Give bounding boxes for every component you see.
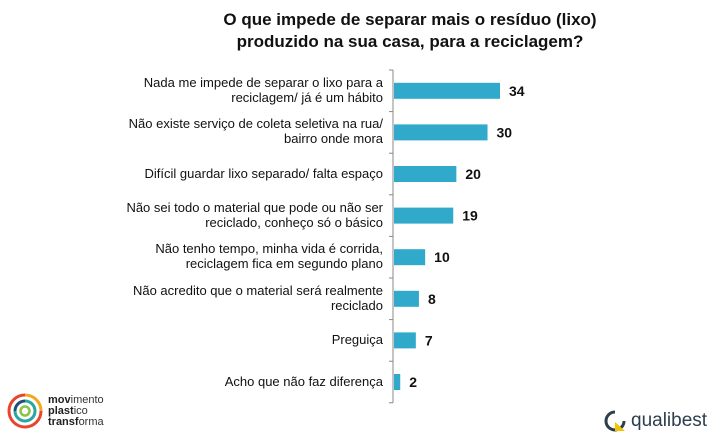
category-label: Nada me impede de separar o lixo para a … bbox=[143, 74, 383, 105]
category-label: Acho que não faz diferença bbox=[224, 373, 383, 389]
bar bbox=[394, 82, 500, 99]
data-label: 19 bbox=[462, 208, 478, 224]
bar bbox=[394, 332, 416, 349]
chart-title: O que impede de separar mais o resíduo (… bbox=[223, 10, 597, 51]
logo-text: imento bbox=[70, 393, 104, 406]
category-label: Não tenho tempo, minha vida é corrida, r… bbox=[155, 241, 383, 272]
logo-text: ico bbox=[73, 404, 88, 417]
bar bbox=[394, 290, 419, 307]
data-label: 7 bbox=[425, 332, 433, 348]
category-label: Difícil guardar lixo separado/ falta esp… bbox=[144, 165, 383, 181]
data-label: 8 bbox=[428, 291, 436, 307]
category-label: Não acredito que o material será realmen… bbox=[132, 282, 383, 313]
category-label: Preguiça bbox=[331, 331, 383, 347]
category-label: Não sei todo o material que pode ou não … bbox=[126, 199, 383, 230]
bar bbox=[394, 249, 426, 266]
movimento-plastico-transforma-logo: movimento plastico transforma bbox=[6, 392, 104, 430]
data-label: 10 bbox=[434, 249, 450, 265]
qualibest-logo: qualibest bbox=[604, 410, 707, 432]
qualibest-text: qualibest bbox=[631, 410, 708, 431]
bar bbox=[394, 166, 457, 182]
bar bbox=[394, 124, 488, 141]
logo-text: mov bbox=[48, 393, 71, 406]
category-label: Não existe serviço de coleta seletiva na… bbox=[128, 116, 383, 147]
logo-text: transf bbox=[48, 415, 79, 428]
circular-arrows-icon bbox=[7, 393, 43, 429]
logo-text: orma bbox=[78, 415, 104, 428]
bar bbox=[394, 207, 454, 224]
data-label: 2 bbox=[409, 374, 417, 390]
logo-text: plast bbox=[48, 404, 74, 417]
data-label: 30 bbox=[497, 124, 513, 140]
data-label: 20 bbox=[465, 166, 481, 182]
data-label: 34 bbox=[509, 83, 525, 99]
qualibest-q-icon bbox=[604, 410, 626, 432]
bar bbox=[394, 374, 401, 390]
